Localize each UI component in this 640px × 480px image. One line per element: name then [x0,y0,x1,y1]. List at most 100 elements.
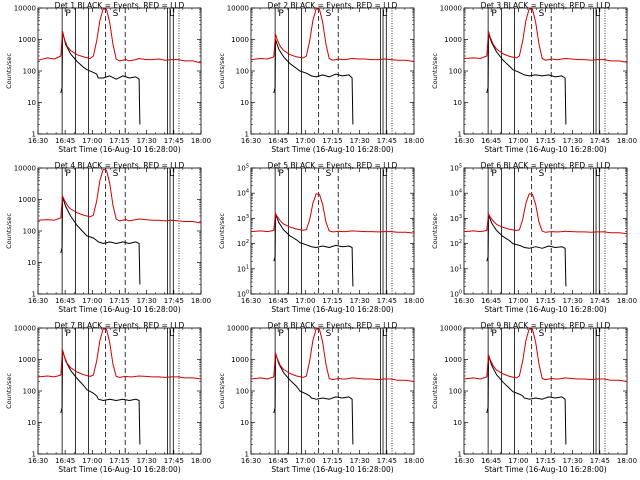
x-axis-label: Start Time (16-Aug-10 16:28:00) [271,305,393,314]
lld-series-line [37,8,202,64]
interval-label: S [539,329,545,339]
x-tick-label: 17:30 [137,457,157,465]
y-tick-label: 100 [236,388,249,396]
x-tick-label: 17:00 [508,297,528,305]
interval-label: P [65,329,71,339]
y-tick-label: 10 [453,99,462,107]
x-tick-label: 17:45 [377,137,397,145]
x-tick-label: 18:00 [617,137,637,145]
y-tick-label: 100 [449,388,462,396]
interval-label: P [491,9,497,19]
x-tick-label: 17:15 [535,457,555,465]
interval-label: P [278,169,284,179]
y-tick-label: 1 [245,451,249,459]
x-tick-label: 17:30 [137,137,157,145]
y-tick-label: 1000 [18,196,36,204]
x-tick-label: 17:15 [109,457,129,465]
x-tick-label: 16:30 [28,137,48,145]
lld-series-line [250,8,415,62]
x-tick-label: 17:30 [563,457,583,465]
lld-series-line [463,193,628,235]
y-axis-label: Counts/sec [218,213,226,249]
x-tick-label: 16:45 [268,297,288,305]
x-tick-label: 18:00 [404,137,424,145]
y-tick-label: 1 [32,291,36,299]
detector-panel-1: 1 10 100 1000 10000 16:30 16:45 17:00 17:15 17:30… [5,1,211,154]
y-tick-label: 1 [458,131,462,139]
y-axis-label: Counts/sec [5,373,13,409]
x-tick-label: 16:30 [241,137,261,145]
y-tick-label: 1000 [231,356,249,364]
y-tick-label: 1000 [231,36,249,44]
x-axis-label: Start Time (16-Aug-10 16:28:00) [58,465,180,474]
lld-series-line [250,328,415,382]
y-tick-label: 10000 [14,165,36,173]
x-axis-label: Start Time (16-Aug-10 16:28:00) [484,305,606,314]
x-tick-label: 16:30 [454,137,474,145]
x-tick-label: 17:45 [164,137,184,145]
panel-title: Det 8 BLACK = Events, RED = LLD [268,321,398,330]
y-tick-label: 10 [27,99,36,107]
x-tick-label: 17:00 [295,297,315,305]
x-tick-label: 17:15 [109,137,129,145]
lld-series-line [463,8,628,63]
x-tick-label: 16:45 [481,137,501,145]
y-axis-label: Counts/sec [5,53,13,89]
x-tick-label: 17:15 [535,297,555,305]
lld-series-line [250,193,415,234]
y-tick-label: 1000 [18,36,36,44]
interval-label: S [326,329,332,339]
lld-series-line [37,328,202,380]
interval-label: L [595,9,600,19]
interval-label: L [382,329,387,339]
y-tick-label: 104 [450,189,462,198]
y-tick-label: 103 [450,214,462,223]
events-series-line [60,196,141,285]
y-tick-label: 10 [27,259,36,267]
x-tick-label: 16:45 [481,297,501,305]
panel-title: Det 1 BLACK = Events, RED = LLD [55,1,185,10]
x-tick-label: 18:00 [617,457,637,465]
events-series-line [60,349,141,445]
x-axis-label: Start Time (16-Aug-10 16:28:00) [484,145,606,154]
detector-panel-7: 1 10 100 1000 10000 16:30 16:45 17:00 17:15 17:30… [5,321,211,474]
x-tick-label: 17:00 [82,137,102,145]
y-axis-label: Counts/sec [218,373,226,409]
panel-title: Det 2 BLACK = Events, RED = LLD [268,1,398,10]
y-tick-label: 10000 [227,325,249,333]
interval-label: L [382,9,387,19]
interval-label: L [169,169,174,179]
x-tick-label: 17:00 [82,457,102,465]
y-tick-label: 10 [240,99,249,107]
y-tick-label: 1000 [444,356,462,364]
x-tick-label: 17:00 [82,297,102,305]
y-tick-label: 100 [237,290,249,299]
panel-title: Det 7 BLACK = Events, RED = LLD [55,321,185,330]
interval-label: P [491,329,497,339]
x-tick-label: 17:45 [377,457,397,465]
x-axis-label: Start Time (16-Aug-10 16:28:00) [484,465,606,474]
y-tick-label: 104 [237,189,249,198]
events-series-line [273,352,354,445]
events-series-line [486,355,567,445]
interval-label: P [491,169,497,179]
y-tick-label: 10000 [14,325,36,333]
panel-title: Det 9 BLACK = Events, RED = LLD [481,321,611,330]
detector-panel-5: 100 101 102 103 104 105 16:30 16:45 17:00 17:15 17… [218,161,424,314]
y-tick-label: 1 [32,451,36,459]
y-tick-label: 100 [23,228,36,236]
x-tick-label: 16:45 [55,297,75,305]
detector-panel-3: 1 10 100 1000 10000 16:30 16:45 17:00 17:15 17:30… [431,1,637,154]
x-tick-label: 16:45 [268,137,288,145]
x-tick-label: 17:30 [350,457,370,465]
interval-label: S [326,169,332,179]
x-tick-label: 17:30 [137,297,157,305]
interval-label: S [539,9,545,19]
x-tick-label: 17:15 [322,457,342,465]
x-tick-label: 17:45 [164,297,184,305]
x-tick-label: 16:45 [55,137,75,145]
y-tick-label: 102 [237,239,249,248]
events-series-line [60,31,141,125]
x-tick-label: 17:00 [295,457,315,465]
